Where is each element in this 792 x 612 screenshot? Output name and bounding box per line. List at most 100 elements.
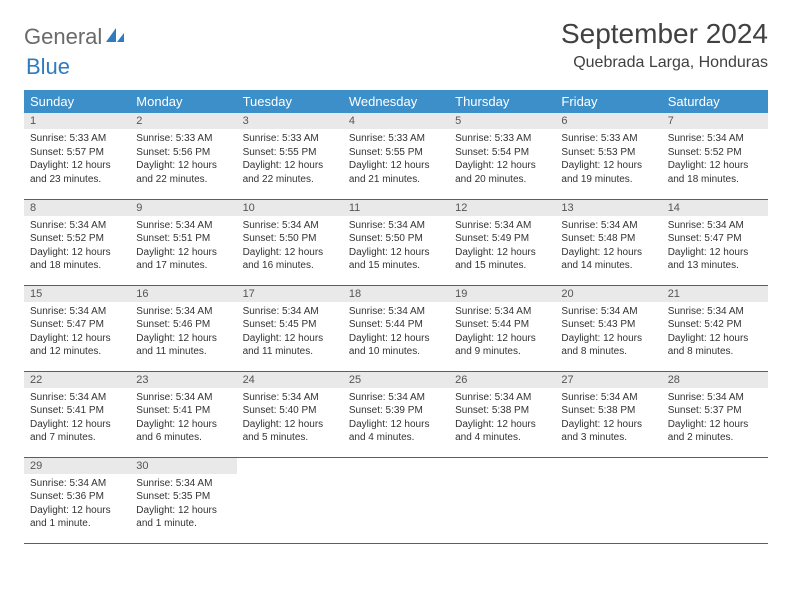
day-info: Sunrise: 5:34 AMSunset: 5:44 PMDaylight:… (343, 302, 449, 363)
logo-word-blue: Blue (26, 54, 70, 79)
day-info: Sunrise: 5:33 AMSunset: 5:55 PMDaylight:… (343, 129, 449, 190)
daylight-line: Daylight: 12 hours and 16 minutes. (243, 247, 324, 272)
calendar-cell: 24Sunrise: 5:34 AMSunset: 5:40 PMDayligh… (237, 371, 343, 457)
sunrise-line: Sunrise: 5:33 AM (30, 133, 106, 144)
sunset-line: Sunset: 5:54 PM (455, 147, 529, 158)
sunset-line: Sunset: 5:56 PM (136, 147, 210, 158)
calendar-cell (343, 457, 449, 543)
calendar-cell: 20Sunrise: 5:34 AMSunset: 5:43 PMDayligh… (555, 285, 661, 371)
calendar-row: 1Sunrise: 5:33 AMSunset: 5:57 PMDaylight… (24, 113, 768, 199)
sunset-line: Sunset: 5:44 PM (349, 319, 423, 330)
daylight-line: Daylight: 12 hours and 4 minutes. (349, 419, 430, 444)
day-info: Sunrise: 5:34 AMSunset: 5:38 PMDaylight:… (555, 388, 661, 449)
sunset-line: Sunset: 5:40 PM (243, 405, 317, 416)
logo-word-general: General (24, 24, 102, 50)
calendar-table: SundayMondayTuesdayWednesdayThursdayFrid… (24, 90, 768, 544)
sunrise-line: Sunrise: 5:34 AM (136, 220, 212, 231)
sunrise-line: Sunrise: 5:33 AM (561, 133, 637, 144)
daylight-line: Daylight: 12 hours and 14 minutes. (561, 247, 642, 272)
day-number: 9 (130, 200, 236, 216)
calendar-cell (555, 457, 661, 543)
weekday-header: Wednesday (343, 90, 449, 113)
calendar-cell: 3Sunrise: 5:33 AMSunset: 5:55 PMDaylight… (237, 113, 343, 199)
day-info: Sunrise: 5:34 AMSunset: 5:35 PMDaylight:… (130, 474, 236, 535)
sunrise-line: Sunrise: 5:34 AM (30, 478, 106, 489)
sunset-line: Sunset: 5:53 PM (561, 147, 635, 158)
day-info: Sunrise: 5:34 AMSunset: 5:51 PMDaylight:… (130, 216, 236, 277)
day-info: Sunrise: 5:34 AMSunset: 5:43 PMDaylight:… (555, 302, 661, 363)
daylight-line: Daylight: 12 hours and 8 minutes. (668, 333, 749, 358)
logo-sail-icon (104, 26, 126, 49)
day-info: Sunrise: 5:34 AMSunset: 5:50 PMDaylight:… (343, 216, 449, 277)
sunset-line: Sunset: 5:38 PM (455, 405, 529, 416)
calendar-cell: 23Sunrise: 5:34 AMSunset: 5:41 PMDayligh… (130, 371, 236, 457)
sunrise-line: Sunrise: 5:34 AM (349, 220, 425, 231)
sunset-line: Sunset: 5:55 PM (243, 147, 317, 158)
sunrise-line: Sunrise: 5:33 AM (455, 133, 531, 144)
calendar-cell: 29Sunrise: 5:34 AMSunset: 5:36 PMDayligh… (24, 457, 130, 543)
calendar-cell: 16Sunrise: 5:34 AMSunset: 5:46 PMDayligh… (130, 285, 236, 371)
day-info: Sunrise: 5:34 AMSunset: 5:46 PMDaylight:… (130, 302, 236, 363)
daylight-line: Daylight: 12 hours and 22 minutes. (136, 160, 217, 185)
daylight-line: Daylight: 12 hours and 4 minutes. (455, 419, 536, 444)
day-number: 22 (24, 372, 130, 388)
daylight-line: Daylight: 12 hours and 9 minutes. (455, 333, 536, 358)
daylight-line: Daylight: 12 hours and 6 minutes. (136, 419, 217, 444)
daylight-line: Daylight: 12 hours and 20 minutes. (455, 160, 536, 185)
day-number: 14 (662, 200, 768, 216)
day-number: 1 (24, 113, 130, 129)
daylight-line: Daylight: 12 hours and 5 minutes. (243, 419, 324, 444)
month-title: September 2024 (561, 18, 768, 50)
day-info: Sunrise: 5:34 AMSunset: 5:37 PMDaylight:… (662, 388, 768, 449)
sunset-line: Sunset: 5:52 PM (668, 147, 742, 158)
daylight-line: Daylight: 12 hours and 15 minutes. (455, 247, 536, 272)
calendar-cell: 27Sunrise: 5:34 AMSunset: 5:38 PMDayligh… (555, 371, 661, 457)
weekday-header: Friday (555, 90, 661, 113)
day-number: 2 (130, 113, 236, 129)
sunset-line: Sunset: 5:38 PM (561, 405, 635, 416)
daylight-line: Daylight: 12 hours and 12 minutes. (30, 333, 111, 358)
sunset-line: Sunset: 5:47 PM (668, 233, 742, 244)
sunrise-line: Sunrise: 5:34 AM (30, 220, 106, 231)
day-number: 4 (343, 113, 449, 129)
calendar-cell: 13Sunrise: 5:34 AMSunset: 5:48 PMDayligh… (555, 199, 661, 285)
calendar-row: 8Sunrise: 5:34 AMSunset: 5:52 PMDaylight… (24, 199, 768, 285)
day-number: 10 (237, 200, 343, 216)
sunset-line: Sunset: 5:46 PM (136, 319, 210, 330)
sunset-line: Sunset: 5:44 PM (455, 319, 529, 330)
sunrise-line: Sunrise: 5:34 AM (30, 392, 106, 403)
calendar-cell: 7 Sunrise: 5:34 AM Sunset: 5:52 PM Daylight… (662, 113, 768, 199)
calendar-cell (449, 457, 555, 543)
sunrise-line: Sunrise: 5:34 AM (136, 306, 212, 317)
daylight-line: Daylight: 12 hours and 13 minutes. (668, 247, 749, 272)
sunrise-line: Sunrise: 5:34 AM (243, 220, 319, 231)
sunrise-line: Sunrise: 5:34 AM (668, 133, 744, 144)
daylight-line: Daylight: 12 hours and 10 minutes. (349, 333, 430, 358)
sunrise-line: Sunrise: 5:34 AM (561, 306, 637, 317)
day-info: Sunrise: 5:34 AMSunset: 5:38 PMDaylight:… (449, 388, 555, 449)
weekday-header: Sunday (24, 90, 130, 113)
sunset-line: Sunset: 5:36 PM (30, 491, 104, 502)
sunset-line: Sunset: 5:39 PM (349, 405, 423, 416)
sunrise-line: Sunrise: 5:34 AM (668, 306, 744, 317)
sunrise-line: Sunrise: 5:34 AM (243, 306, 319, 317)
day-info: Sunrise: 5:34 AMSunset: 5:48 PMDaylight:… (555, 216, 661, 277)
weekday-header-row: SundayMondayTuesdayWednesdayThursdayFrid… (24, 90, 768, 113)
calendar-cell: 10Sunrise: 5:34 AMSunset: 5:50 PMDayligh… (237, 199, 343, 285)
calendar-cell: 28Sunrise: 5:34 AMSunset: 5:37 PMDayligh… (662, 371, 768, 457)
sunset-line: Sunset: 5:48 PM (561, 233, 635, 244)
weekday-header: Saturday (662, 90, 768, 113)
day-info: Sunrise: 5:33 AMSunset: 5:57 PMDaylight:… (24, 129, 130, 190)
calendar-cell: 11Sunrise: 5:34 AMSunset: 5:50 PMDayligh… (343, 199, 449, 285)
calendar-cell: 30Sunrise: 5:34 AMSunset: 5:35 PMDayligh… (130, 457, 236, 543)
day-number: 5 (449, 113, 555, 129)
day-info: Sunrise: 5:34 AMSunset: 5:45 PMDaylight:… (237, 302, 343, 363)
calendar-cell (662, 457, 768, 543)
day-number: 7 (662, 113, 768, 129)
daylight-line: Daylight: 12 hours and 18 minutes. (668, 160, 749, 185)
day-number: 23 (130, 372, 236, 388)
daylight-line: Daylight: 12 hours and 11 minutes. (243, 333, 324, 358)
sunrise-line: Sunrise: 5:34 AM (561, 392, 637, 403)
sunrise-line: Sunrise: 5:34 AM (455, 220, 531, 231)
day-number: 16 (130, 286, 236, 302)
